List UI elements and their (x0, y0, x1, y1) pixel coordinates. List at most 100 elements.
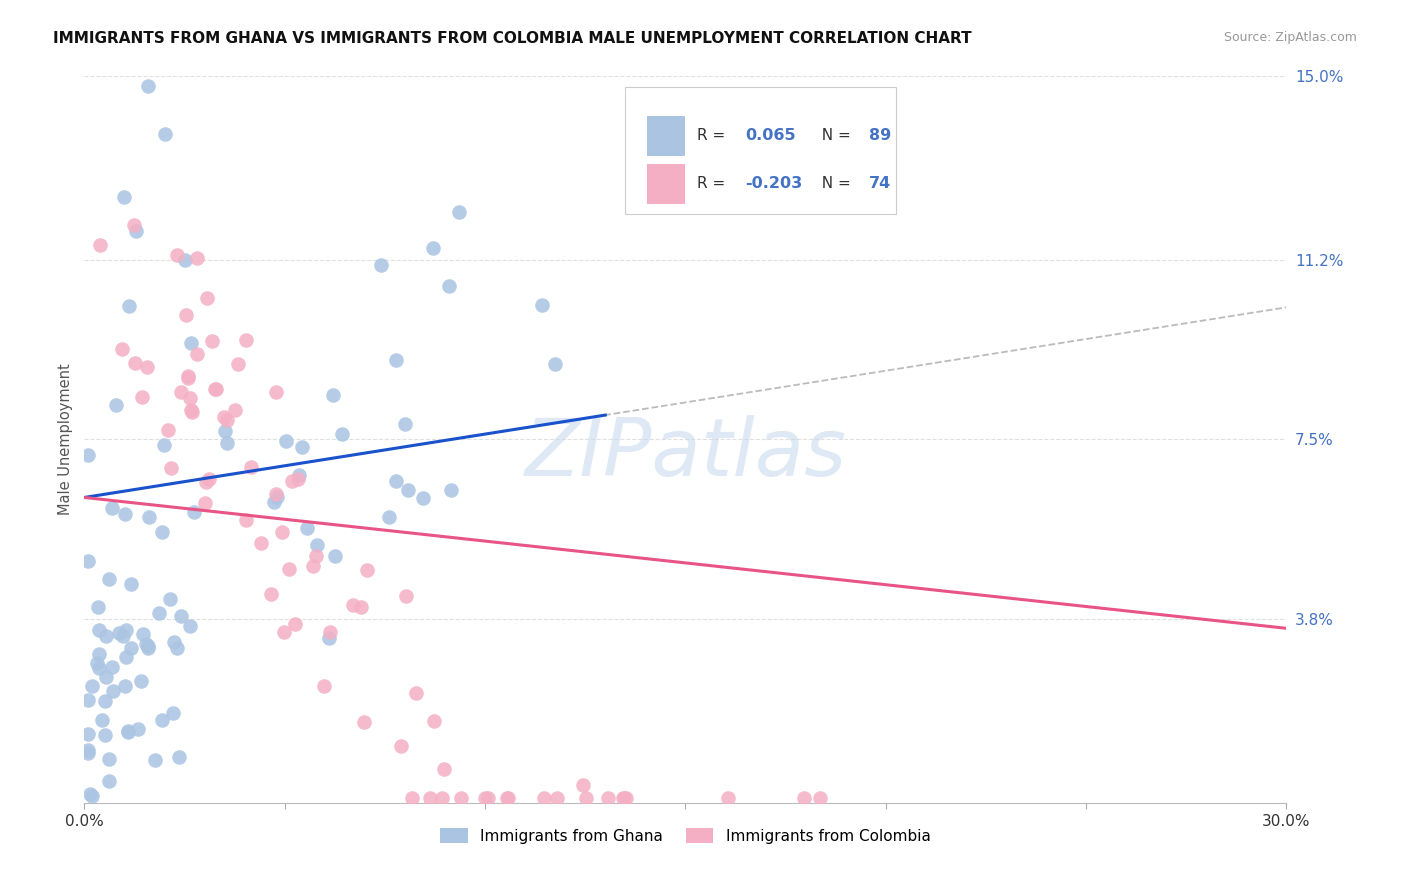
Point (195, 291, 218, 305)
Point (117, 725, 139, 739)
Point (575, 791, 598, 805)
Point (98, 773, 121, 788)
Point (77, 693, 100, 707)
Point (152, 437, 174, 451)
Text: 74: 74 (869, 177, 891, 192)
Text: N =: N = (811, 128, 855, 144)
Point (449, 205, 471, 219)
Point (394, 417, 416, 431)
Point (419, 791, 441, 805)
Point (214, 424, 236, 438)
Point (271, 525, 294, 540)
Text: -0.203: -0.203 (745, 177, 803, 192)
Point (162, 706, 184, 720)
Point (215, 436, 238, 450)
Point (717, 791, 740, 805)
Point (179, 391, 201, 405)
Point (177, 371, 200, 385)
Point (389, 739, 412, 754)
Point (405, 686, 427, 700)
Point (77, 727, 100, 741)
Point (94, 694, 117, 708)
Point (396, 483, 419, 497)
Point (496, 791, 519, 805)
Point (94, 629, 117, 643)
Point (114, 507, 136, 521)
Point (117, 724, 139, 739)
Text: R =: R = (697, 128, 731, 144)
Point (94, 729, 117, 743)
Point (356, 564, 378, 578)
Point (401, 791, 423, 805)
Point (136, 640, 159, 655)
Point (450, 791, 472, 805)
Point (77, 743, 100, 757)
Point (614, 791, 637, 805)
Point (319, 625, 342, 640)
Point (305, 549, 328, 563)
Point (440, 483, 463, 497)
Point (477, 791, 499, 805)
Point (277, 562, 299, 576)
Point (195, 475, 218, 489)
Point (114, 190, 135, 204)
Point (342, 598, 364, 612)
Text: 0.065: 0.065 (745, 128, 796, 144)
Point (432, 791, 454, 805)
Point (378, 509, 401, 524)
Point (288, 467, 311, 482)
Point (97, 572, 120, 586)
Point (132, 627, 155, 641)
Point (127, 723, 149, 737)
Point (204, 382, 226, 396)
Point (91, 713, 114, 727)
Point (79, 788, 101, 802)
Point (87, 647, 110, 661)
Point (422, 241, 444, 255)
Point (186, 347, 208, 361)
Point (546, 791, 568, 805)
Point (86, 656, 108, 670)
Text: ZIPatlas: ZIPatlas (524, 415, 846, 493)
Point (323, 549, 346, 563)
Point (87, 661, 110, 675)
Point (235, 513, 257, 527)
Point (170, 608, 193, 623)
Point (120, 576, 142, 591)
Point (302, 559, 325, 574)
Point (596, 791, 619, 805)
Point (330, 427, 353, 442)
Point (180, 403, 202, 417)
Point (437, 278, 460, 293)
Point (264, 384, 287, 399)
Point (353, 715, 375, 730)
Point (166, 641, 188, 656)
Point (101, 684, 124, 698)
Point (114, 649, 136, 664)
Point (124, 356, 146, 370)
Point (135, 360, 157, 375)
Text: R =: R = (697, 177, 731, 192)
Point (77, 747, 100, 761)
Point (114, 679, 136, 693)
Point (169, 385, 191, 400)
Point (612, 791, 634, 805)
Text: N =: N = (811, 177, 855, 192)
FancyBboxPatch shape (626, 87, 896, 214)
Point (217, 413, 239, 427)
Point (104, 398, 127, 412)
Point (180, 405, 202, 419)
Point (395, 590, 418, 604)
Point (135, 637, 157, 651)
Point (198, 472, 221, 486)
Point (496, 791, 519, 805)
Point (82, 679, 104, 693)
Point (370, 258, 392, 272)
Text: Source: ZipAtlas.com: Source: ZipAtlas.com (1223, 31, 1357, 45)
Point (350, 599, 373, 614)
Point (163, 635, 186, 649)
Point (108, 625, 131, 640)
Point (173, 252, 195, 267)
Point (120, 640, 142, 655)
Point (80, 789, 103, 804)
